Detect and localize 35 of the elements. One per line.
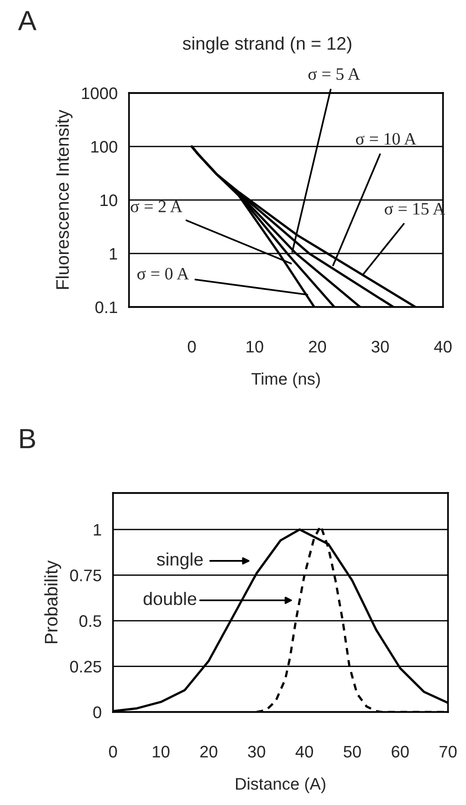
x-tick-label: 50 — [344, 746, 361, 758]
x-tick-label: 20 — [200, 746, 218, 758]
x-tick-label: 10 — [152, 746, 170, 758]
y-tick-label: 1000 — [82, 87, 118, 100]
x-tick-label: 10 — [246, 340, 264, 353]
annotation: σ = 2 A — [130, 200, 182, 212]
x-axis-title: Time (ns) — [252, 372, 320, 388]
x-tick-label: 40 — [296, 746, 314, 758]
annotation: σ = 0 A — [137, 268, 189, 280]
chart-subtitle: single strand (n = 12) — [182, 36, 352, 54]
chart-title: A — [18, 11, 36, 30]
x-tick-label: 70 — [440, 746, 457, 758]
y-tick-label: 10 — [100, 194, 118, 206]
x-tick-label: 40 — [434, 340, 452, 353]
y-axis-title: Fluorescence Intensity — [56, 110, 72, 289]
annotation: σ = 10 A — [356, 133, 416, 145]
y-tick-label: 1 — [110, 248, 118, 260]
y-tick-label: 100 — [91, 140, 118, 153]
y-tick-label: 0.75 — [70, 570, 102, 582]
y-tick-label: 0.25 — [70, 660, 102, 673]
x-tick-label: 60 — [392, 746, 409, 758]
y-tick-label: 0 — [93, 706, 102, 718]
x-tick-label: 20 — [308, 340, 326, 353]
x-tick-label: 30 — [372, 340, 389, 353]
annotation: double — [144, 592, 196, 606]
chart-title: B — [20, 429, 36, 448]
x-axis-title: Distance (A) — [236, 778, 326, 794]
y-tick-label: 1 — [94, 524, 102, 536]
annotation: σ = 5 A — [308, 68, 360, 80]
y-tick-label: 0.1 — [95, 301, 118, 314]
annotation: single — [156, 552, 203, 570]
x-tick-label: 30 — [248, 746, 266, 758]
y-tick-label: 0.5 — [79, 615, 102, 627]
y-axis-title: Probability — [44, 560, 62, 644]
x-tick-label: 0 — [188, 340, 196, 353]
